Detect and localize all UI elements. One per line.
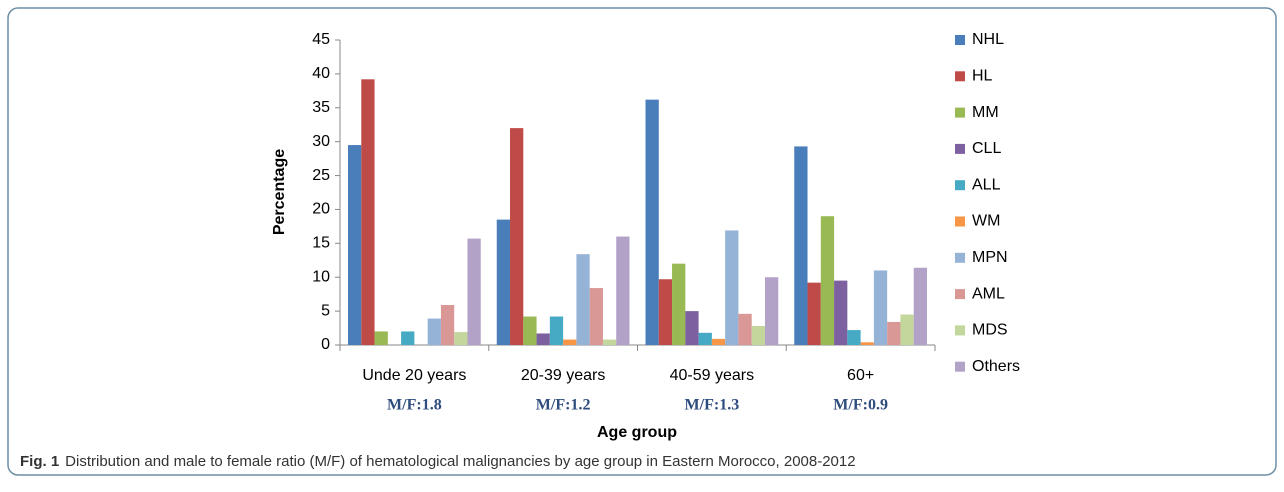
legend-label: MDS <box>972 322 1008 339</box>
y-tick-label: 40 <box>312 65 330 82</box>
legend-swatch <box>955 71 965 82</box>
legend-label: WM <box>972 213 1000 230</box>
y-tick-label: 20 <box>312 201 330 218</box>
bar <box>764 277 779 345</box>
legend-swatch <box>955 252 965 263</box>
legend-swatch <box>955 289 965 300</box>
legend-label: MM <box>972 104 999 121</box>
bar <box>496 219 511 345</box>
x-tick-label: 40-59 years <box>670 367 755 384</box>
bar <box>738 313 752 345</box>
legend-swatch <box>955 325 965 336</box>
bar <box>523 316 537 345</box>
y-tick-label: 15 <box>312 235 330 252</box>
bar <box>602 339 617 345</box>
legend-label: Others <box>972 358 1020 375</box>
bar <box>645 99 659 346</box>
y-tick-label: 30 <box>312 133 330 150</box>
bar <box>374 331 388 345</box>
legend-label: NHL <box>972 31 1004 48</box>
annotation: M/F:1.2 <box>536 397 591 414</box>
y-tick-label: 10 <box>312 268 330 285</box>
caption: Fig. 1 Distribution and male to female ra… <box>20 453 856 470</box>
bar <box>576 254 590 345</box>
bar <box>658 279 673 345</box>
bar <box>510 128 524 345</box>
legend-label: AML <box>972 285 1005 302</box>
bar <box>913 267 927 345</box>
bar <box>725 230 739 345</box>
legend-swatch <box>955 143 965 154</box>
bar <box>589 288 603 345</box>
bar <box>549 316 564 345</box>
caption-text: Distribution and male to female ratio (M… <box>65 453 855 470</box>
bar <box>563 339 577 345</box>
legend-swatch <box>955 361 965 372</box>
x-tick-label: 60+ <box>847 367 874 384</box>
bar <box>698 332 712 345</box>
bar <box>672 263 686 345</box>
y-tick-label: 5 <box>321 302 330 319</box>
bar <box>616 236 630 345</box>
bar <box>751 326 765 345</box>
bar <box>820 216 835 345</box>
bar <box>440 305 455 345</box>
x-tick-label: Unde 20 years <box>362 367 466 384</box>
bar <box>847 330 861 345</box>
x-axis-label: Age group <box>597 424 677 441</box>
y-tick-label: 35 <box>312 99 330 116</box>
legend-swatch <box>955 216 965 227</box>
bar <box>361 79 375 346</box>
legend-swatch <box>955 107 965 118</box>
legend-swatch <box>955 180 965 191</box>
y-tick-label: 0 <box>321 336 330 353</box>
bar <box>711 338 726 345</box>
x-tick-label: 20-39 years <box>521 367 606 384</box>
bar <box>685 311 699 345</box>
caption-label: Fig. 1 <box>20 453 59 470</box>
y-axis-label: Percentage <box>271 149 288 235</box>
legend-label: ALL <box>972 176 1001 193</box>
legend-swatch <box>955 35 965 45</box>
legend-label: MPN <box>972 249 1008 266</box>
bar <box>794 146 808 345</box>
bar <box>427 318 441 345</box>
bar <box>807 282 821 345</box>
y-tick-label: 45 <box>312 31 330 48</box>
bar <box>834 280 848 345</box>
bar <box>536 333 550 345</box>
annotation: M/F:0.9 <box>833 397 888 414</box>
annotation: M/F:1.3 <box>685 397 740 414</box>
legend-label: HL <box>972 68 993 85</box>
bar <box>401 331 415 345</box>
bar <box>467 238 481 345</box>
bar <box>454 332 468 345</box>
bar <box>873 270 888 345</box>
bar <box>860 342 874 345</box>
legend-label: CLL <box>972 140 1001 157</box>
bar <box>900 314 914 345</box>
annotation: M/F:1.8 <box>387 397 442 414</box>
bar <box>887 321 901 345</box>
y-tick-label: 25 <box>312 167 330 184</box>
bar <box>348 145 362 345</box>
frame <box>7 7 1277 476</box>
